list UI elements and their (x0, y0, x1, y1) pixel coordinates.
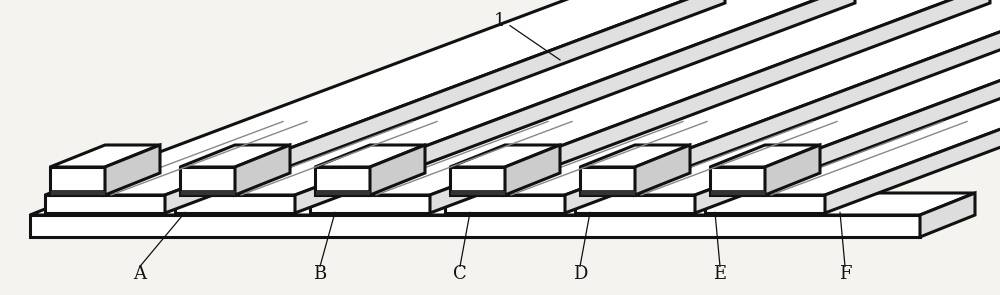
Polygon shape (175, 0, 855, 195)
Polygon shape (580, 145, 690, 167)
Polygon shape (450, 167, 505, 195)
Polygon shape (180, 145, 290, 167)
Polygon shape (710, 167, 765, 195)
Polygon shape (180, 190, 235, 195)
Polygon shape (580, 190, 635, 195)
Polygon shape (765, 145, 820, 195)
Polygon shape (580, 167, 635, 195)
Polygon shape (710, 145, 820, 167)
Polygon shape (50, 145, 160, 167)
Polygon shape (235, 145, 290, 195)
Polygon shape (575, 0, 1000, 195)
Polygon shape (105, 145, 160, 195)
Text: D: D (573, 265, 587, 283)
Polygon shape (180, 167, 235, 195)
Polygon shape (445, 0, 1000, 195)
Polygon shape (565, 0, 1000, 213)
Polygon shape (705, 195, 825, 213)
Polygon shape (430, 0, 990, 213)
Text: B: B (313, 265, 327, 283)
Polygon shape (695, 0, 1000, 213)
Polygon shape (310, 0, 990, 195)
Text: C: C (453, 265, 467, 283)
Polygon shape (575, 195, 695, 213)
Polygon shape (45, 195, 165, 213)
Polygon shape (315, 190, 370, 195)
Polygon shape (450, 145, 560, 167)
Polygon shape (445, 195, 565, 213)
Polygon shape (705, 0, 1000, 195)
Polygon shape (50, 167, 105, 195)
Polygon shape (30, 193, 975, 215)
Text: 1: 1 (494, 12, 506, 30)
Polygon shape (315, 145, 425, 167)
Text: A: A (134, 265, 146, 283)
Polygon shape (50, 190, 105, 195)
Polygon shape (920, 193, 975, 237)
Polygon shape (45, 0, 725, 195)
Polygon shape (310, 195, 430, 213)
Polygon shape (315, 167, 370, 195)
Polygon shape (710, 190, 765, 195)
Text: F: F (839, 265, 851, 283)
Polygon shape (175, 195, 295, 213)
Polygon shape (370, 145, 425, 195)
Polygon shape (165, 0, 725, 213)
Text: E: E (713, 265, 727, 283)
Polygon shape (450, 190, 505, 195)
Polygon shape (505, 145, 560, 195)
Polygon shape (295, 0, 855, 213)
Polygon shape (825, 0, 1000, 213)
Polygon shape (635, 145, 690, 195)
Polygon shape (30, 215, 920, 237)
